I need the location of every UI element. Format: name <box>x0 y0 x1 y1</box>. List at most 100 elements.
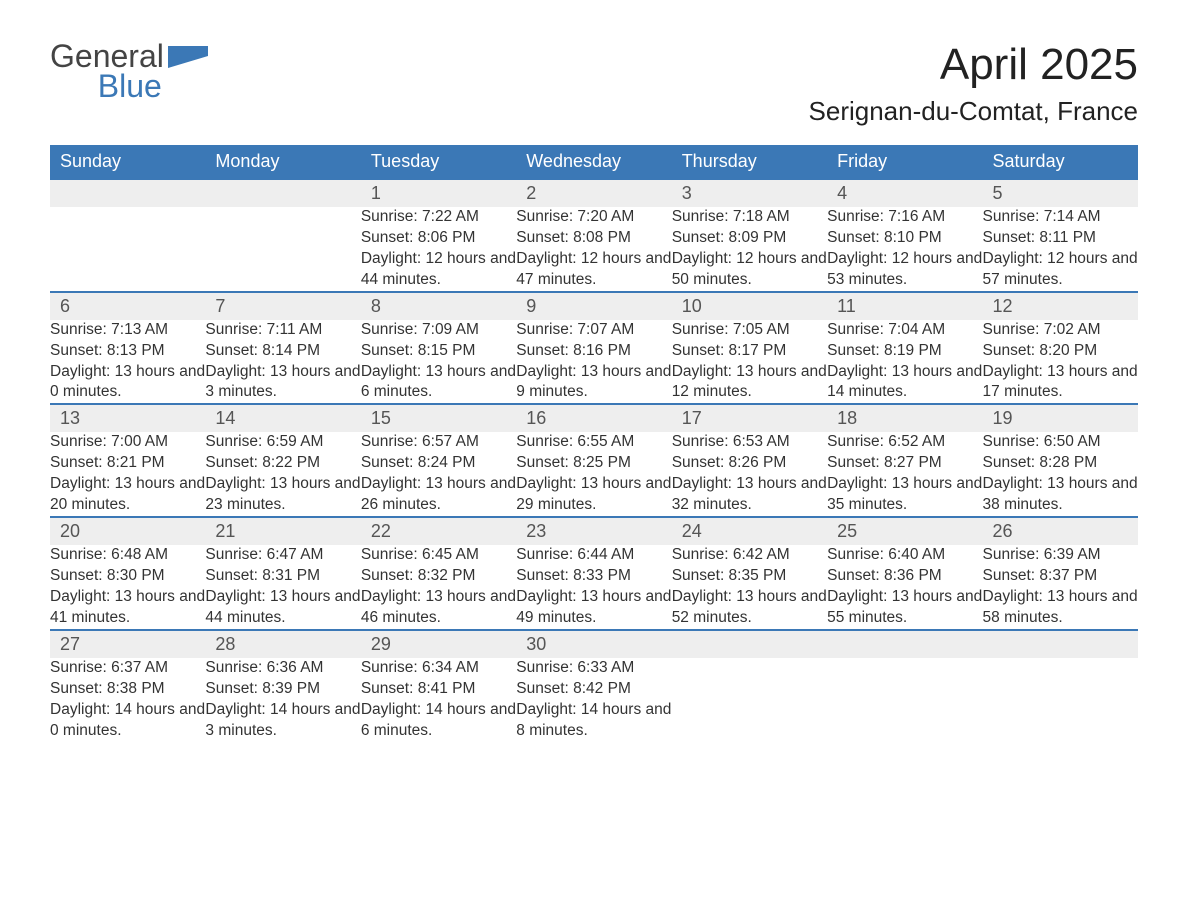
day-number-cell: 14 <box>205 404 360 432</box>
day-number: 9 <box>516 293 671 320</box>
sunrise-text: Sunrise: 6:39 AM <box>983 545 1138 566</box>
day-details-cell: Sunrise: 7:18 AMSunset: 8:09 PMDaylight:… <box>672 207 827 292</box>
page-header: General Blue April 2025 Serignan-du-Comt… <box>50 40 1138 127</box>
day-number: 7 <box>205 293 360 320</box>
day-details-cell: Sunrise: 6:50 AMSunset: 8:28 PMDaylight:… <box>983 432 1138 517</box>
sunrise-text: Sunrise: 7:02 AM <box>983 320 1138 341</box>
daylight-text: Daylight: 13 hours and 3 minutes. <box>205 362 360 404</box>
day-number <box>50 180 205 206</box>
day-details-cell: Sunrise: 7:02 AMSunset: 8:20 PMDaylight:… <box>983 320 1138 405</box>
day-number-cell: 24 <box>672 517 827 545</box>
daylight-text: Daylight: 13 hours and 44 minutes. <box>205 587 360 629</box>
day-details-cell: Sunrise: 6:57 AMSunset: 8:24 PMDaylight:… <box>361 432 516 517</box>
daylight-text: Daylight: 13 hours and 35 minutes. <box>827 474 982 516</box>
sunset-text: Sunset: 8:10 PM <box>827 228 982 249</box>
daylight-text: Daylight: 13 hours and 49 minutes. <box>516 587 671 629</box>
day-number-cell: 26 <box>983 517 1138 545</box>
day-details-cell <box>50 207 205 292</box>
day-details-cell: Sunrise: 7:11 AMSunset: 8:14 PMDaylight:… <box>205 320 360 405</box>
sunset-text: Sunset: 8:15 PM <box>361 341 516 362</box>
week-details-row: Sunrise: 6:37 AMSunset: 8:38 PMDaylight:… <box>50 658 1138 756</box>
sunset-text: Sunset: 8:25 PM <box>516 453 671 474</box>
day-number-cell <box>983 630 1138 658</box>
sunset-text: Sunset: 8:26 PM <box>672 453 827 474</box>
day-number-cell: 30 <box>516 630 671 658</box>
daylight-text: Daylight: 13 hours and 0 minutes. <box>50 362 205 404</box>
day-number-cell: 25 <box>827 517 982 545</box>
day-number-cell: 1 <box>361 179 516 207</box>
day-details-cell: Sunrise: 7:07 AMSunset: 8:16 PMDaylight:… <box>516 320 671 405</box>
day-details-cell <box>672 658 827 756</box>
day-details-cell: Sunrise: 6:42 AMSunset: 8:35 PMDaylight:… <box>672 545 827 630</box>
day-details-cell: Sunrise: 6:59 AMSunset: 8:22 PMDaylight:… <box>205 432 360 517</box>
daylight-text: Daylight: 13 hours and 12 minutes. <box>672 362 827 404</box>
week-details-row: Sunrise: 7:22 AMSunset: 8:06 PMDaylight:… <box>50 207 1138 292</box>
daylight-text: Daylight: 12 hours and 50 minutes. <box>672 249 827 291</box>
week-details-row: Sunrise: 7:00 AMSunset: 8:21 PMDaylight:… <box>50 432 1138 517</box>
day-details-cell: Sunrise: 6:39 AMSunset: 8:37 PMDaylight:… <box>983 545 1138 630</box>
week-daynum-row: 20212223242526 <box>50 517 1138 545</box>
brand-text: General Blue <box>50 40 164 102</box>
daylight-text: Daylight: 12 hours and 44 minutes. <box>361 249 516 291</box>
day-details-cell: Sunrise: 7:16 AMSunset: 8:10 PMDaylight:… <box>827 207 982 292</box>
day-header-row: Sunday Monday Tuesday Wednesday Thursday… <box>50 145 1138 179</box>
sunrise-text: Sunrise: 6:57 AM <box>361 432 516 453</box>
day-number: 20 <box>50 518 205 545</box>
daylight-text: Daylight: 13 hours and 52 minutes. <box>672 587 827 629</box>
day-number: 1 <box>361 180 516 207</box>
day-header: Saturday <box>983 145 1138 179</box>
sunrise-text: Sunrise: 6:50 AM <box>983 432 1138 453</box>
day-number: 30 <box>516 631 671 658</box>
day-number: 27 <box>50 631 205 658</box>
sunset-text: Sunset: 8:36 PM <box>827 566 982 587</box>
daylight-text: Daylight: 13 hours and 9 minutes. <box>516 362 671 404</box>
day-number: 28 <box>205 631 360 658</box>
day-number-cell: 12 <box>983 292 1138 320</box>
day-number: 24 <box>672 518 827 545</box>
day-number: 11 <box>827 293 982 320</box>
sunrise-text: Sunrise: 7:20 AM <box>516 207 671 228</box>
daylight-text: Daylight: 12 hours and 53 minutes. <box>827 249 982 291</box>
daylight-text: Daylight: 13 hours and 46 minutes. <box>361 587 516 629</box>
sunset-text: Sunset: 8:20 PM <box>983 341 1138 362</box>
day-details-cell: Sunrise: 6:45 AMSunset: 8:32 PMDaylight:… <box>361 545 516 630</box>
sunrise-text: Sunrise: 7:00 AM <box>50 432 205 453</box>
week-daynum-row: 6789101112 <box>50 292 1138 320</box>
sunset-text: Sunset: 8:14 PM <box>205 341 360 362</box>
day-number-cell: 21 <box>205 517 360 545</box>
day-number <box>983 631 1138 657</box>
day-header: Tuesday <box>361 145 516 179</box>
sunrise-text: Sunrise: 7:16 AM <box>827 207 982 228</box>
sunrise-text: Sunrise: 6:59 AM <box>205 432 360 453</box>
sunrise-text: Sunrise: 6:47 AM <box>205 545 360 566</box>
day-number <box>827 631 982 657</box>
location-subtitle: Serignan-du-Comtat, France <box>809 96 1138 127</box>
daylight-text: Daylight: 13 hours and 17 minutes. <box>983 362 1138 404</box>
day-number: 16 <box>516 405 671 432</box>
day-header: Sunday <box>50 145 205 179</box>
day-details-cell: Sunrise: 7:20 AMSunset: 8:08 PMDaylight:… <box>516 207 671 292</box>
day-number-cell: 11 <box>827 292 982 320</box>
sunset-text: Sunset: 8:09 PM <box>672 228 827 249</box>
day-number: 23 <box>516 518 671 545</box>
month-title: April 2025 <box>809 40 1138 90</box>
day-number-cell: 18 <box>827 404 982 432</box>
week-daynum-row: 13141516171819 <box>50 404 1138 432</box>
sunrise-text: Sunrise: 6:42 AM <box>672 545 827 566</box>
week-daynum-row: 27282930 <box>50 630 1138 658</box>
day-details-cell: Sunrise: 7:04 AMSunset: 8:19 PMDaylight:… <box>827 320 982 405</box>
day-number-cell: 10 <box>672 292 827 320</box>
sunrise-text: Sunrise: 6:37 AM <box>50 658 205 679</box>
day-number-cell: 20 <box>50 517 205 545</box>
day-details-cell: Sunrise: 6:34 AMSunset: 8:41 PMDaylight:… <box>361 658 516 756</box>
day-details-cell: Sunrise: 7:09 AMSunset: 8:15 PMDaylight:… <box>361 320 516 405</box>
daylight-text: Daylight: 13 hours and 20 minutes. <box>50 474 205 516</box>
day-number: 8 <box>361 293 516 320</box>
daylight-text: Daylight: 12 hours and 57 minutes. <box>983 249 1138 291</box>
day-number: 15 <box>361 405 516 432</box>
sunset-text: Sunset: 8:27 PM <box>827 453 982 474</box>
sunrise-text: Sunrise: 7:04 AM <box>827 320 982 341</box>
day-header: Monday <box>205 145 360 179</box>
week-details-row: Sunrise: 7:13 AMSunset: 8:13 PMDaylight:… <box>50 320 1138 405</box>
day-number-cell <box>205 179 360 207</box>
